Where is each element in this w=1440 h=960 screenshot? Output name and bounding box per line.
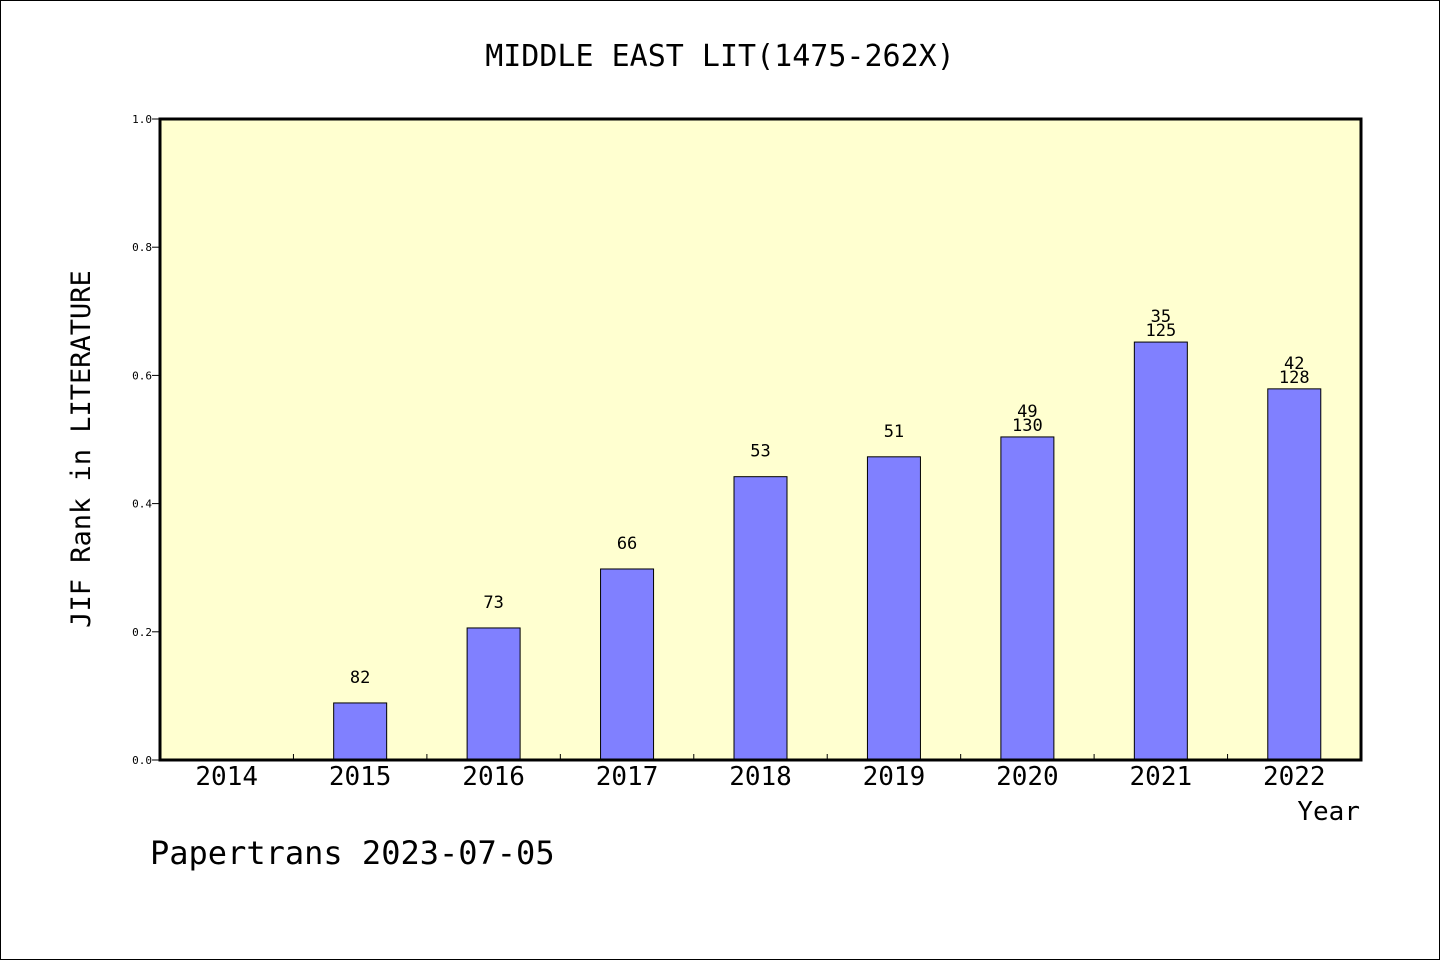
y-axis-label: JIF Rank in LITERATURE [66, 270, 97, 628]
x-tick-label: 2016 [462, 762, 525, 792]
bar-2020 [1000, 436, 1055, 761]
data-label-rank: 53 [750, 442, 770, 462]
plot-frame [158, 117, 1363, 762]
bar-2015 [333, 702, 388, 761]
data-label-total: 125 [1145, 321, 1176, 341]
y-tick-label: 1.0 [132, 113, 152, 126]
data-label-total: 130 [1012, 416, 1043, 436]
x-tick-label: 2014 [195, 762, 258, 792]
x-axis-label: Year [1297, 797, 1360, 827]
bars-group [333, 341, 1322, 761]
x-tick-label: 2015 [329, 762, 392, 792]
data-label-rank: 73 [483, 593, 503, 613]
x-tick-label: 2022 [1263, 762, 1326, 792]
bar-2022 [1267, 388, 1322, 761]
x-tick-label: 2020 [996, 762, 1059, 792]
y-tick-label: 0.2 [132, 626, 152, 639]
data-label-rank: 51 [884, 422, 904, 442]
data-label-rank: 42 [1284, 354, 1304, 374]
data-label-rank: 35 [1151, 307, 1171, 327]
data-label-rank: 66 [617, 534, 637, 554]
y-tick-label: 0.8 [132, 241, 152, 254]
x-axis-ticks: 2014 2015 2016 2017 2018 2019 2020 2021 2022 [195, 754, 1326, 792]
data-label-total: 128 [1279, 368, 1310, 388]
footer-credit: Papertrans 2023-07-05 [150, 834, 555, 872]
bar-2019 [866, 456, 921, 761]
y-tick-label: 0.6 [132, 369, 152, 382]
chart-title: MIDDLE EAST LIT(1475-262X) [485, 39, 955, 74]
bar-2018 [733, 476, 788, 761]
data-label-rank: 82 [350, 668, 370, 688]
y-tick-label: 0.0 [132, 754, 152, 767]
data-label-rank: 49 [1017, 402, 1037, 422]
x-tick-label: 2019 [863, 762, 926, 792]
bar-2021 [1133, 341, 1188, 761]
bar-2017 [600, 568, 655, 761]
x-tick-label: 2018 [729, 762, 792, 792]
y-tick-label: 0.4 [132, 498, 152, 511]
x-tick-label: 2021 [1130, 762, 1193, 792]
bar-2016 [466, 627, 521, 761]
x-tick-label: 2017 [596, 762, 659, 792]
